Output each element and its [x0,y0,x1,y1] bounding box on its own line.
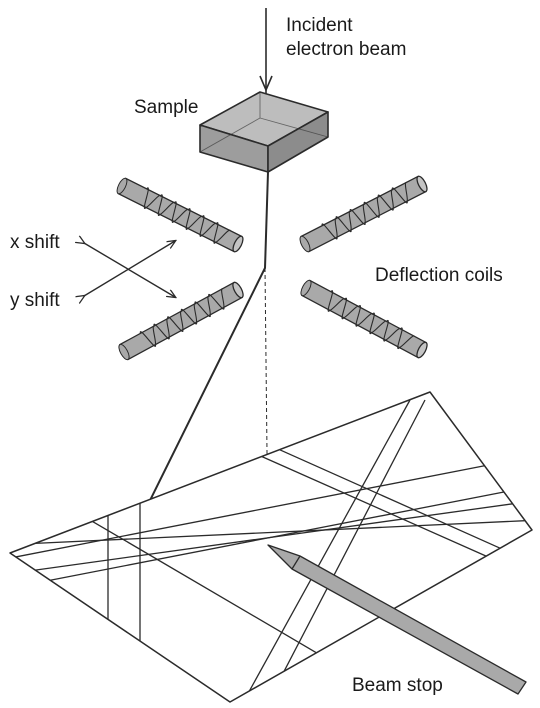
kikuchi-line [279,449,501,549]
kikuchi-lines [15,399,526,692]
deflection-coils-label: Deflection coils [375,265,503,286]
sample-box [199,91,329,173]
kikuchi-line [35,520,526,545]
coil-lower-left [118,281,244,361]
deflection-coils [116,175,428,361]
kikuchi-line [261,455,487,557]
incident-beam-label-line2: electron beam [286,38,407,60]
kikuchi-line [283,399,426,672]
kikuchi-line [92,520,317,654]
coil-upper-left [116,177,244,253]
incident-beam-label: Incident electron beam [286,14,406,62]
shift-arrows [84,241,175,297]
kikuchi-line [35,503,513,571]
beam-stop-label: Beam stop [352,675,443,696]
kikuchi-line [248,399,411,692]
kikuchi-line [15,465,485,558]
coil-lower-right [300,279,428,359]
y-shift-label: y shift [10,290,60,311]
sample-label: Sample [134,97,199,118]
y-shift-arrow [84,241,175,296]
x-shift-arrow [84,243,175,297]
beam-path [122,171,269,556]
beam-stop [267,544,527,695]
coil-upper-right [299,175,428,253]
incident-beam-label-line1: Incident [286,15,353,36]
x-shift-label: x shift [10,232,60,253]
